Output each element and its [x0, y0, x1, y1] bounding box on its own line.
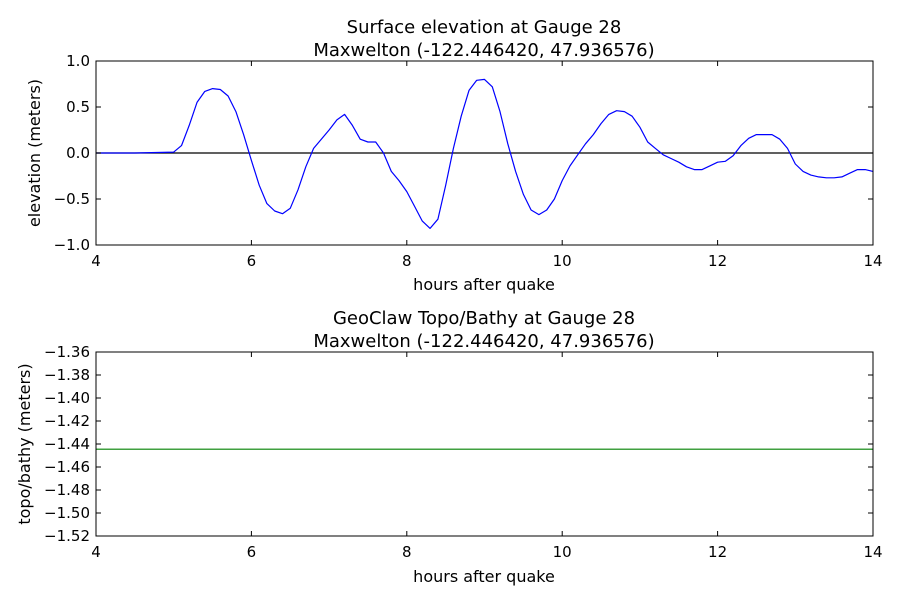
x-tick-label: 14 — [863, 252, 882, 270]
chart-subtitle: Maxwelton (-122.446420, 47.936576) — [313, 331, 654, 352]
y-tick-label: −1.36 — [44, 343, 90, 361]
x-tick-label: 6 — [247, 252, 257, 270]
x-tick-label: 14 — [863, 543, 882, 561]
y-tick-label: −1.46 — [44, 458, 90, 476]
y-tick-label: −1.42 — [44, 412, 90, 430]
topo-bathy-chart: GeoClaw Topo/Bathy at Gauge 28 Maxwelton… — [15, 308, 883, 586]
y-tick-label: −1.50 — [44, 504, 90, 522]
y-tick-label: 0.0 — [66, 144, 90, 162]
y-tick-label: 0.5 — [66, 98, 90, 116]
y-tick-label: 1.0 — [66, 52, 90, 70]
y-tick-label: −1.38 — [44, 366, 90, 384]
chart-subtitle: Maxwelton (-122.446420, 47.936576) — [313, 40, 654, 61]
x-tick-label: 12 — [708, 252, 727, 270]
elevation-chart: Surface elevation at Gauge 28 Maxwelton … — [25, 17, 883, 294]
y-axis-label: elevation (meters) — [25, 79, 44, 227]
plot-area: 4 6 8 10 12 14 −1.52 −1.50 −1.48 −1.46 −1.44 −1.42 −… — [44, 343, 883, 561]
plot-frame — [95, 351, 874, 537]
x-tick-label: 6 — [247, 543, 257, 561]
y-tick-label: −1.0 — [54, 236, 90, 254]
x-tick-label: 12 — [708, 543, 727, 561]
y-tick-label: −1.44 — [44, 435, 90, 453]
y-tick-label: −1.40 — [44, 389, 90, 407]
x-tick-label: 8 — [402, 543, 412, 561]
y-tick-label: −1.48 — [44, 481, 90, 499]
y-tick-label: −0.5 — [54, 190, 90, 208]
y-axis-label: topo/bathy (meters) — [15, 363, 34, 524]
x-tick-label: 4 — [91, 543, 101, 561]
chart-title: Surface elevation at Gauge 28 — [347, 17, 622, 38]
chart-title: GeoClaw Topo/Bathy at Gauge 28 — [333, 308, 635, 329]
y-tick-label: −1.52 — [44, 527, 90, 545]
x-tick-label: 10 — [553, 543, 572, 561]
series-line — [96, 78, 874, 229]
x-tick-label: 10 — [553, 252, 572, 270]
x-tick-label: 8 — [402, 252, 412, 270]
plot-area: 4 6 8 10 12 14 −1.0 −0.5 0.0 0.5 1.0 — [54, 52, 883, 270]
x-axis-label: hours after quake — [413, 275, 555, 294]
x-tick-label: 4 — [91, 252, 101, 270]
x-axis-label: hours after quake — [413, 567, 555, 586]
